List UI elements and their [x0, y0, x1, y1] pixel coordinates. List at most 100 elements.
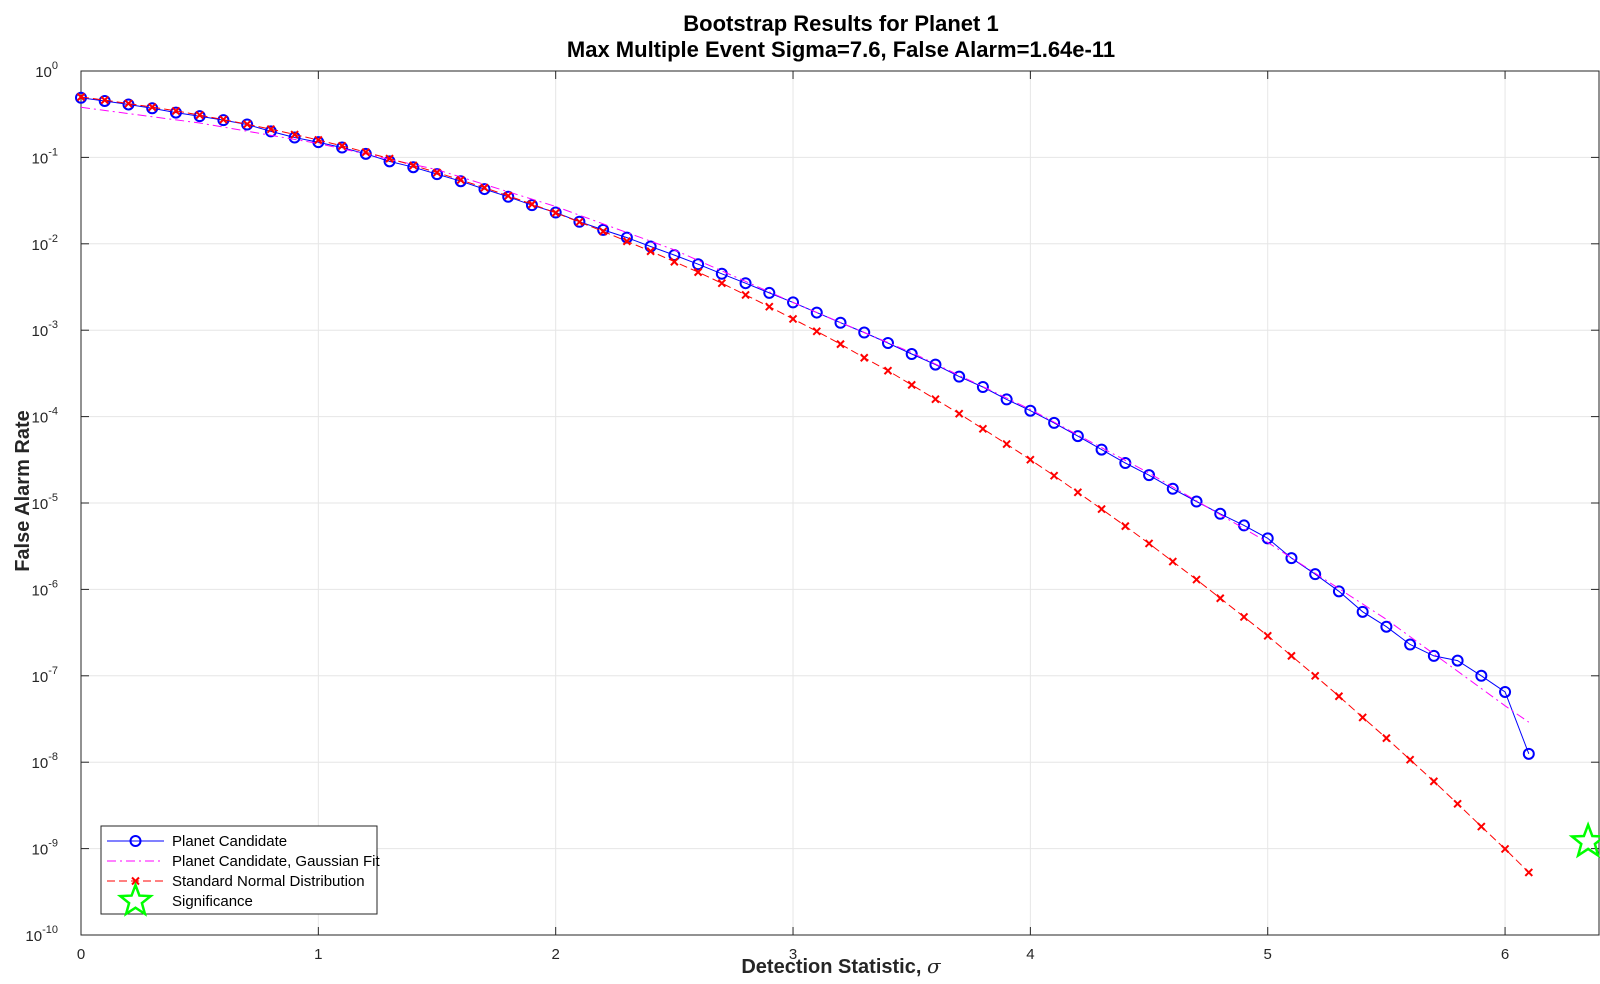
x-marker-stroke — [290, 130, 299, 139]
y-tick-label: 10-3 — [32, 319, 58, 340]
circle-marker — [1427, 649, 1440, 662]
chart-title: Bootstrap Results for Planet 1 — [683, 11, 998, 36]
x-marker — [1500, 844, 1510, 854]
x-marker — [1049, 471, 1059, 480]
x-marker-stroke — [147, 102, 157, 112]
legend-item: Planet Candidate — [107, 833, 287, 850]
x-marker-stroke — [361, 147, 371, 157]
x-marker-stroke — [1002, 439, 1011, 449]
circle-marker — [1522, 747, 1535, 760]
circle-marker — [1095, 443, 1108, 456]
circle-marker — [787, 296, 800, 309]
x-marker-stroke — [195, 110, 204, 120]
x-marker — [1382, 733, 1391, 743]
x-tick-label: 2 — [552, 946, 560, 963]
series-line — [80, 96, 1530, 873]
x-marker — [1192, 575, 1201, 584]
legend-label: Planet Candidate — [172, 833, 287, 850]
x-marker-stroke — [1263, 631, 1272, 641]
x-marker — [1239, 612, 1249, 622]
x-marker — [1429, 777, 1439, 786]
x-marker-stroke — [646, 247, 655, 256]
x-marker-stroke — [978, 424, 988, 433]
y-tick-label: 10-4 — [32, 406, 58, 427]
series-0 — [75, 91, 1535, 760]
legend-label: Planet Candidate, Gaussian Fit — [172, 853, 380, 870]
x-marker-stroke — [1216, 594, 1225, 603]
x-marker — [931, 394, 940, 404]
x-marker-stroke — [1121, 521, 1130, 531]
y-tick-label: 10-8 — [32, 751, 58, 772]
x-marker-stroke — [1405, 755, 1415, 764]
x-marker-stroke — [954, 409, 964, 418]
x-marker-stroke — [480, 183, 489, 192]
x-marker-stroke — [1453, 799, 1462, 809]
x-marker-stroke — [527, 200, 537, 209]
circle-marker — [502, 190, 515, 203]
x-marker — [147, 102, 157, 112]
x-marker — [290, 130, 299, 139]
x-axis: 0 1 2 3 4 5 6 — [77, 71, 1509, 963]
x-marker-stroke — [1287, 651, 1296, 661]
circle-marker — [953, 370, 966, 383]
x-marker — [1358, 713, 1367, 722]
x-marker — [883, 366, 893, 375]
series-layer — [75, 91, 1600, 877]
circle-marker — [1000, 393, 1013, 406]
x-marker-stroke — [788, 314, 798, 324]
x-marker-stroke — [1049, 471, 1059, 480]
x-marker-stroke — [1097, 504, 1106, 514]
x-marker-stroke — [131, 876, 140, 886]
x-tick-label: 3 — [789, 946, 797, 963]
x-marker-stroke — [741, 290, 750, 300]
x-marker — [361, 147, 371, 157]
x-marker — [1121, 521, 1130, 531]
series-2 — [76, 92, 1534, 877]
y-tick-label: 10-2 — [32, 233, 58, 254]
x-marker-stroke — [931, 394, 940, 404]
series-1 — [80, 106, 1530, 723]
x-marker — [266, 124, 276, 134]
circle-marker — [1166, 482, 1179, 495]
x-marker — [670, 257, 679, 266]
x-marker — [575, 217, 584, 227]
x-marker — [1405, 755, 1415, 764]
x-marker — [527, 200, 537, 209]
x-marker-stroke — [337, 141, 347, 151]
x-marker-stroke — [836, 339, 845, 349]
circle-marker — [1048, 416, 1061, 429]
series-3 — [1568, 821, 1600, 859]
x-marker — [717, 278, 727, 288]
circle-marker — [1475, 669, 1488, 682]
legend: Planet Candidate Planet Candidate, Gaussi… — [100, 825, 380, 917]
x-marker — [131, 876, 140, 886]
circle-marker — [1499, 685, 1512, 698]
x-marker — [836, 339, 845, 349]
x-tick-label: 5 — [1264, 946, 1272, 963]
x-marker — [456, 175, 465, 185]
x-marker — [765, 302, 774, 311]
x-marker-stroke — [1429, 777, 1439, 786]
x-marker — [1477, 822, 1486, 831]
x-marker-stroke — [575, 217, 584, 227]
circle-marker — [763, 286, 776, 299]
x-marker-stroke — [1334, 692, 1344, 701]
x-marker — [100, 95, 109, 105]
circle-marker — [1356, 605, 1369, 618]
circle-marker — [288, 131, 301, 144]
circle-marker — [1404, 638, 1417, 651]
circle-marker — [810, 306, 823, 319]
x-marker-stroke — [1239, 612, 1249, 622]
x-tick-label: 6 — [1501, 946, 1509, 963]
x-marker — [812, 327, 821, 336]
y-tick-label: 10-1 — [32, 146, 58, 167]
x-marker-stroke — [124, 99, 133, 108]
x-marker — [598, 227, 608, 236]
x-marker — [1168, 557, 1177, 566]
circle-marker — [1214, 507, 1227, 520]
x-marker-stroke — [812, 327, 821, 336]
circle-marker — [1261, 532, 1274, 545]
series-line — [80, 106, 1530, 723]
x-marker — [978, 424, 988, 433]
circle-marker — [715, 267, 728, 280]
